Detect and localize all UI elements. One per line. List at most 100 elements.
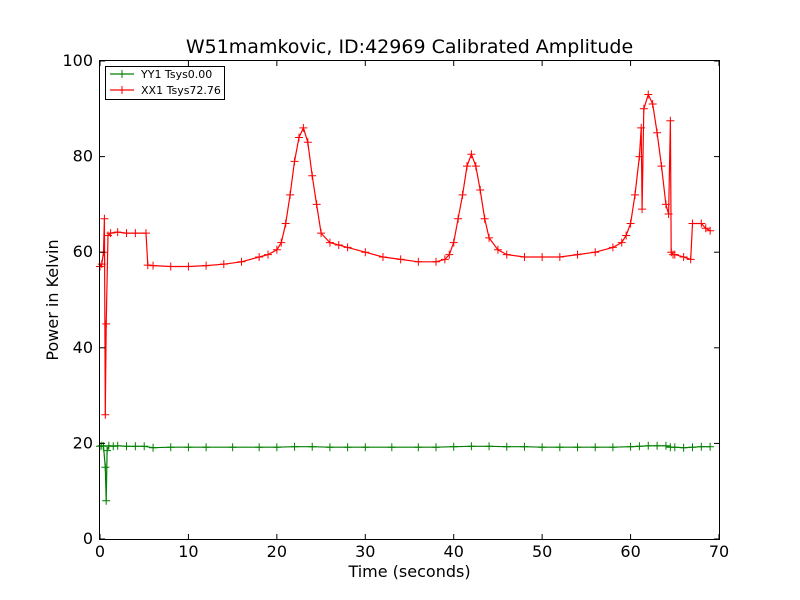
data-point [626, 219, 635, 228]
data-point [555, 252, 564, 261]
data-point [573, 443, 582, 452]
data-point [277, 238, 286, 247]
data-point [502, 250, 511, 259]
x-tick-label: 50 [532, 542, 552, 561]
data-point [432, 257, 441, 266]
data-point [653, 128, 662, 137]
data-point [679, 443, 688, 452]
data-point [290, 157, 299, 166]
data-point [100, 214, 109, 223]
series-line-1 [99, 92, 711, 415]
y-tick-label: 0 [83, 529, 93, 548]
data-point [679, 252, 688, 261]
data-point [449, 238, 458, 247]
data-point [103, 446, 112, 455]
data-point [102, 319, 111, 328]
data-point [106, 229, 115, 238]
data-point [670, 250, 679, 259]
data-point [294, 133, 303, 142]
data-point [608, 443, 617, 452]
data-point [343, 443, 352, 452]
data-point [387, 443, 396, 452]
data-point [639, 104, 648, 113]
x-tick-label: 70 [709, 542, 729, 561]
legend-marker [118, 70, 126, 78]
data-point [361, 248, 370, 257]
series-1 [96, 90, 715, 419]
data-point [706, 226, 715, 235]
data-point [184, 262, 193, 271]
data-point [538, 443, 547, 452]
x-tick-label: 0 [95, 542, 105, 561]
data-point [141, 229, 150, 238]
y-tick-label: 20 [73, 433, 93, 452]
data-point [476, 186, 485, 195]
data-point [520, 252, 529, 261]
data-point [290, 442, 299, 451]
data-point [317, 229, 326, 238]
data-point [237, 257, 246, 266]
data-point [520, 442, 529, 451]
data-point [485, 233, 494, 242]
legend-box [105, 66, 225, 100]
data-point [272, 443, 281, 452]
data-point [666, 116, 675, 125]
data-point [630, 190, 639, 199]
data-point [686, 255, 695, 264]
y-tick-label: 80 [73, 147, 93, 166]
data-point [308, 442, 317, 451]
data-point [343, 243, 352, 252]
data-point [538, 252, 547, 261]
data-point [131, 442, 140, 451]
data-point [454, 214, 463, 223]
data-point [573, 250, 582, 259]
data-point [635, 152, 644, 161]
data-point [644, 441, 653, 450]
legend-marker [118, 86, 126, 94]
data-point [272, 245, 281, 254]
x-tick-label: 40 [444, 542, 464, 561]
data-point [480, 214, 489, 223]
data-point [706, 442, 715, 451]
data-point [462, 162, 471, 171]
data-point [591, 248, 600, 257]
legend-label: YY1 Tsys0.00 [140, 68, 212, 81]
data-point [670, 443, 679, 452]
data-point [440, 255, 449, 264]
data-point [485, 442, 494, 451]
ticks-layer: 0 10 20 30 40 50 60 70 0 20 40 60 80 100 [62, 51, 729, 561]
y-tick-label: 100 [62, 51, 93, 70]
data-point [166, 262, 175, 271]
data-point [396, 255, 405, 264]
data-point [502, 442, 511, 451]
data-point [626, 442, 635, 451]
data-point [471, 162, 480, 171]
data-point [608, 243, 617, 252]
x-tick-label: 30 [355, 542, 375, 561]
y-axis-title: Power in Kelvin [43, 239, 62, 360]
data-point [131, 229, 140, 238]
data-point [414, 443, 423, 452]
data-point [458, 190, 467, 199]
data-point [622, 231, 631, 240]
data-point [219, 260, 228, 269]
data-point [312, 200, 321, 209]
legend-label: XX1 Tsys72.76 [141, 84, 221, 97]
data-point [308, 171, 317, 180]
data-point [688, 219, 697, 228]
x-tick-label: 10 [178, 542, 198, 561]
data-point [113, 441, 122, 450]
data-point [140, 442, 149, 451]
plot-frame [99, 60, 720, 540]
data-point [688, 443, 697, 452]
legend: YY1 Tsys0.00 XX1 Tsys72.76 [105, 66, 225, 100]
data-point [101, 410, 110, 419]
data-point [637, 123, 646, 132]
x-tick-label: 20 [267, 542, 287, 561]
data-point [555, 443, 564, 452]
data-point [664, 209, 673, 218]
data-point [661, 200, 670, 209]
data-point [113, 228, 122, 237]
